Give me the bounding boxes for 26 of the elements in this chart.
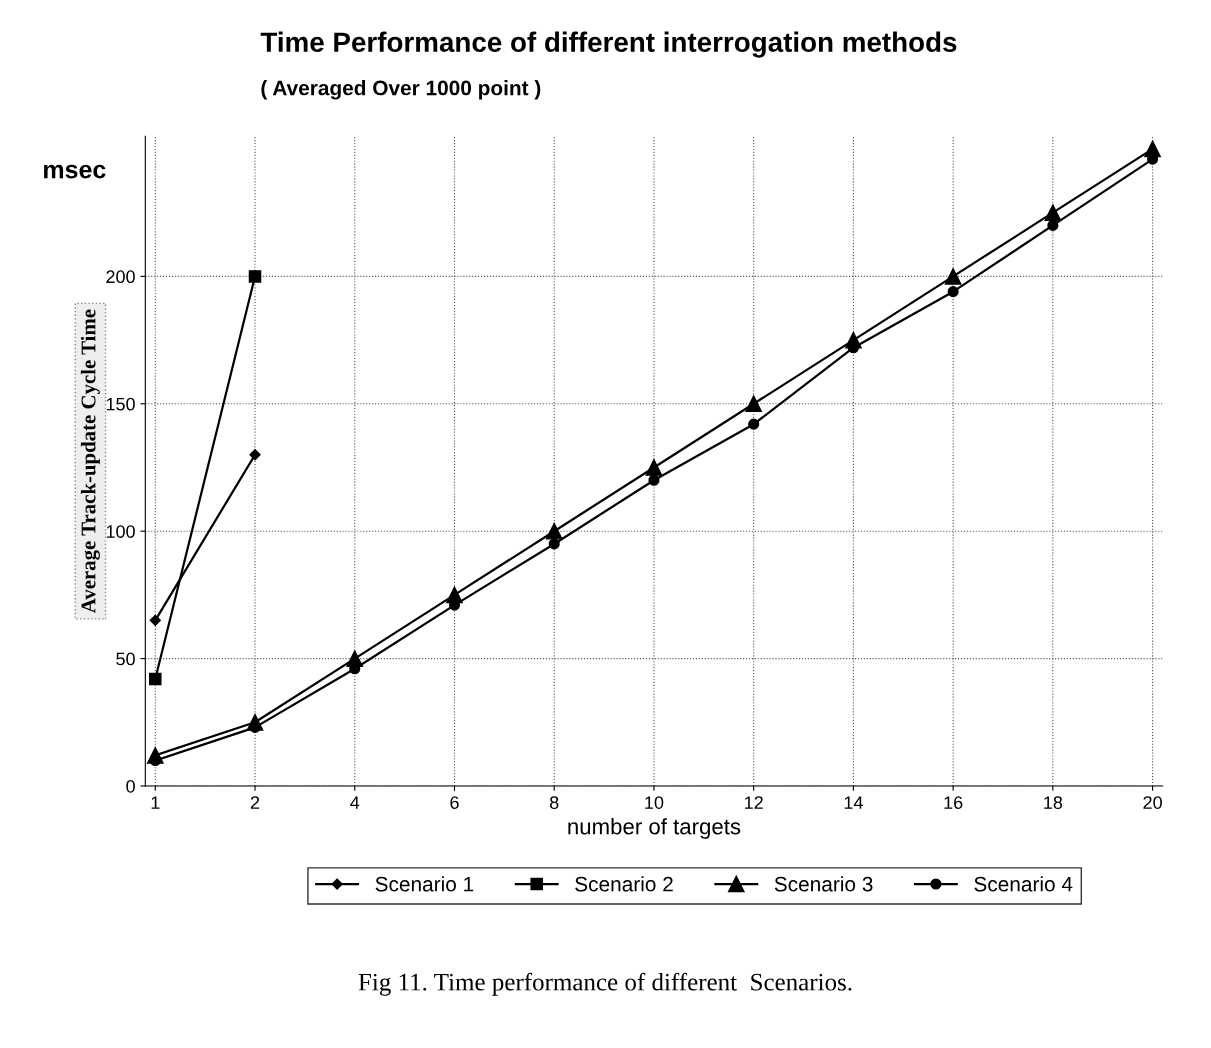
chart-subtitle: ( Averaged Over 1000 point ) [261, 80, 541, 100]
y-tick-label: 0 [126, 779, 135, 793]
x-tick-label: 20 [1143, 796, 1162, 809]
x-tick-label: 1 [151, 796, 160, 809]
x-tick-label: 8 [549, 796, 559, 809]
y-tick-label: 150 [106, 397, 135, 411]
legend-label: Scenario 2 [575, 876, 673, 892]
x-tick-label: 12 [745, 796, 763, 809]
y-tick-label: 50 [116, 652, 135, 666]
x-tick-label: 14 [844, 796, 863, 809]
y-axis-title: Average Track-update Cycle Time [80, 309, 100, 614]
x-tick-label: 16 [944, 796, 963, 809]
y-tick-label: 200 [106, 270, 135, 284]
legend-label: Scenario 4 [974, 876, 1073, 892]
x-axis-title: number of targets [568, 818, 741, 839]
chart-title: Time Performance of different interrogation methods [260, 31, 957, 58]
legend-label: Scenario 1 [375, 876, 474, 892]
x-tick-label: 4 [350, 796, 360, 809]
x-tick-label: 18 [1044, 796, 1063, 809]
legend-label: Scenario 3 [774, 876, 873, 892]
caption: Fig 11. Time performance of different Scenarios. [358, 972, 852, 996]
x-tick-label: 10 [645, 796, 664, 809]
x-tick-label: 2 [250, 796, 260, 809]
x-tick-label: 6 [450, 796, 459, 809]
y-tick-label: 100 [106, 525, 135, 538]
text: msec [44, 164, 106, 179]
